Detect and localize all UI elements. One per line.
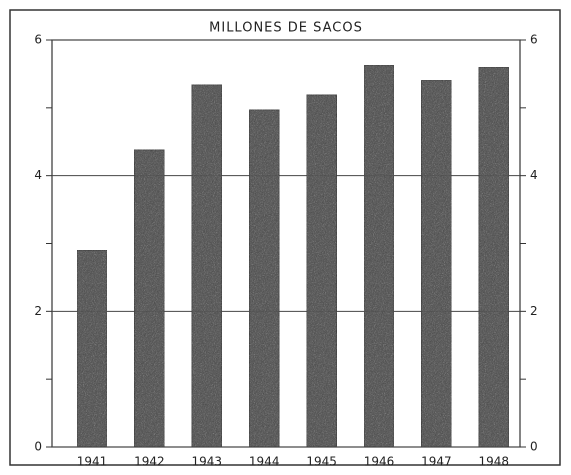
bar	[133, 149, 165, 448]
x-tick-label: 1947	[421, 455, 452, 469]
y2-tick-label: 6	[530, 33, 538, 47]
x-tick-label: 1942	[134, 455, 165, 469]
chart-title: MILLONES DE SACOS	[209, 21, 363, 36]
y-tick-label: 0	[34, 440, 42, 454]
bar	[363, 64, 395, 448]
outer-frame	[9, 9, 561, 466]
x-tick-label: 1941	[77, 455, 108, 469]
x-tick-label: 1946	[364, 455, 395, 469]
y2-tick-label: 2	[530, 304, 538, 318]
x-tick-label: 1945	[306, 455, 337, 469]
x-tick-label: 1943	[192, 455, 223, 469]
bar	[191, 84, 223, 448]
bar	[306, 94, 338, 448]
bar	[420, 79, 452, 448]
x-tick-label: 1948	[479, 455, 510, 469]
bar	[76, 249, 108, 448]
bar	[478, 66, 510, 448]
y-tick-label: 2	[34, 304, 42, 318]
y-tick-label: 4	[34, 168, 42, 182]
y2-tick-label: 0	[530, 440, 538, 454]
x-tick-label: 1944	[249, 455, 280, 469]
y-tick-label: 6	[34, 33, 42, 47]
bar	[248, 109, 280, 448]
y2-tick-label: 4	[530, 168, 538, 182]
